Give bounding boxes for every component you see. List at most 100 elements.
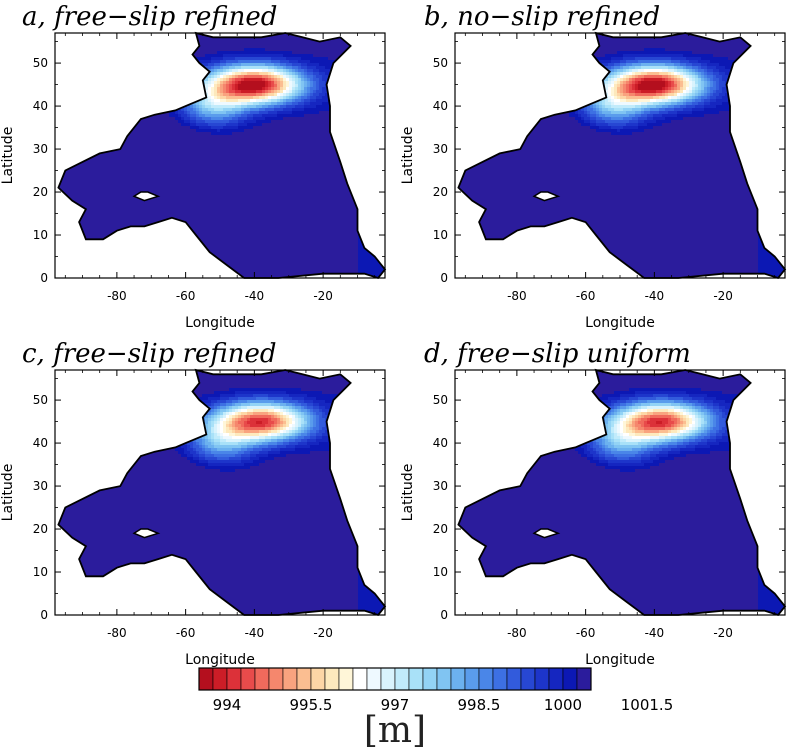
y-tick-label: 10 <box>433 565 448 579</box>
y-tick-label: 40 <box>433 436 448 450</box>
x-axis-label: Longitude <box>585 652 655 668</box>
x-tick-label: -60 <box>576 626 596 640</box>
y-tick-label: 20 <box>433 185 448 199</box>
field-1 <box>58 33 386 278</box>
colorbar-swatch <box>366 667 382 691</box>
colorbar-swatch <box>464 667 480 691</box>
colorbar-swatch <box>310 667 326 691</box>
colorbar-swatch <box>548 667 564 691</box>
colorbar-unit-label: [m] <box>364 710 426 748</box>
x-tick-label: -40 <box>645 626 665 640</box>
y-axis-label: Latitude <box>400 464 416 522</box>
x-tick-label: -60 <box>576 289 596 303</box>
x-tick-label: -80 <box>507 289 527 303</box>
colorbar-swatch <box>422 667 438 691</box>
y-tick-label: 10 <box>33 565 48 579</box>
colorbar-swatch <box>338 667 354 691</box>
colorbar-swatch <box>520 667 536 691</box>
y-tick-label: 20 <box>33 522 48 536</box>
y-tick-label: 30 <box>433 142 448 156</box>
panel-title: a, free−slip refined <box>22 2 277 32</box>
colorbar-frame <box>198 667 592 691</box>
colorbar-swatch <box>240 667 256 691</box>
colorbar-swatch <box>492 667 508 691</box>
y-tick-label: 20 <box>433 522 448 536</box>
colorbar-label: 998.5 <box>458 696 501 714</box>
y-tick-label: 40 <box>433 99 448 113</box>
y-tick-label: 0 <box>440 608 448 622</box>
colorbar-swatch <box>576 667 592 691</box>
colorbar-label: 994 <box>213 696 242 714</box>
colorbar-swatch <box>352 667 368 691</box>
y-tick-label: 40 <box>33 99 48 113</box>
colorbar-swatch <box>562 667 578 691</box>
colorbar-label: 997 <box>381 696 410 714</box>
x-tick-label: -60 <box>176 626 196 640</box>
x-axis-label: Longitude <box>185 315 255 331</box>
panel-title: c, free−slip refined <box>22 339 277 369</box>
colorbar-swatch <box>212 667 228 691</box>
y-tick-label: 20 <box>33 185 48 199</box>
panel-1: -80 -60 -40 -20 0 10 20 30 40 50 a, free−slip refi… <box>0 2 387 331</box>
field-4 <box>458 370 785 615</box>
panel-title: d, free−slip uniform <box>424 339 691 369</box>
colorbar-swatch <box>268 667 284 691</box>
x-tick-label: -40 <box>645 289 665 303</box>
colorbar: 994 995.5 997 998.5 1000 1001.5 [m] <box>198 667 674 748</box>
x-axis-label: Longitude <box>185 652 255 668</box>
colorbar-swatch <box>198 667 214 691</box>
y-axis-label: Latitude <box>400 127 416 185</box>
coastline <box>457 31 787 280</box>
island <box>132 528 161 539</box>
colorbar-label: 995.5 <box>290 696 333 714</box>
colorbar-label: 1001.5 <box>621 696 674 714</box>
island <box>532 528 561 539</box>
panel-title: b, no−slip refined <box>424 2 660 32</box>
y-tick-label: 50 <box>33 393 48 407</box>
field-2 <box>458 33 785 278</box>
colorbar-swatch <box>226 667 242 691</box>
coastline <box>57 31 387 280</box>
y-tick-label: 30 <box>433 479 448 493</box>
y-tick-label: 40 <box>33 436 48 450</box>
colorbar-label: 1000 <box>544 696 582 714</box>
y-tick-label: 50 <box>33 56 48 70</box>
colorbar-swatch <box>506 667 522 691</box>
x-tick-label: -20 <box>313 289 333 303</box>
y-tick-label: 50 <box>433 393 448 407</box>
colorbar-swatch <box>254 667 270 691</box>
colorbar-swatch <box>478 667 494 691</box>
coastline <box>457 368 787 617</box>
y-axis-label: Latitude <box>0 127 16 185</box>
panels-group: -80 -60 -40 -20 0 10 20 30 40 50 a, free−slip refi… <box>0 2 787 668</box>
coastline <box>57 368 387 617</box>
colorbar-swatch <box>296 667 312 691</box>
x-tick-label: -20 <box>713 626 733 640</box>
colorbar-swatch <box>408 667 424 691</box>
island <box>532 191 561 202</box>
x-tick-label: -40 <box>245 289 265 303</box>
panel-3: -80 -60 -40 -20 0 10 20 30 40 50 c, free−slip refi… <box>0 339 387 668</box>
x-tick-label: -80 <box>107 289 127 303</box>
y-axis-label: Latitude <box>0 464 16 522</box>
field-3 <box>58 370 386 615</box>
colorbar-swatch <box>324 667 340 691</box>
y-tick-label: 10 <box>33 228 48 242</box>
x-axis-label: Longitude <box>585 315 655 331</box>
colorbar-swatch <box>436 667 452 691</box>
y-tick-label: 0 <box>440 271 448 285</box>
x-tick-label: -80 <box>107 626 127 640</box>
x-tick-label: -80 <box>507 626 527 640</box>
y-tick-label: 30 <box>33 142 48 156</box>
y-tick-label: 30 <box>33 479 48 493</box>
y-tick-label: 0 <box>40 271 48 285</box>
x-tick-label: -60 <box>176 289 196 303</box>
panel-4: -80 -60 -40 -20 0 10 20 30 40 50 d, free−slip unif… <box>400 339 787 668</box>
panel-2: -80 -60 -40 -20 0 10 20 30 40 50 b, no−slip refine… <box>400 2 787 331</box>
y-tick-label: 0 <box>40 608 48 622</box>
colorbar-swatch <box>450 667 466 691</box>
colorbar-swatch <box>380 667 396 691</box>
y-tick-label: 50 <box>433 56 448 70</box>
x-tick-label: -40 <box>245 626 265 640</box>
